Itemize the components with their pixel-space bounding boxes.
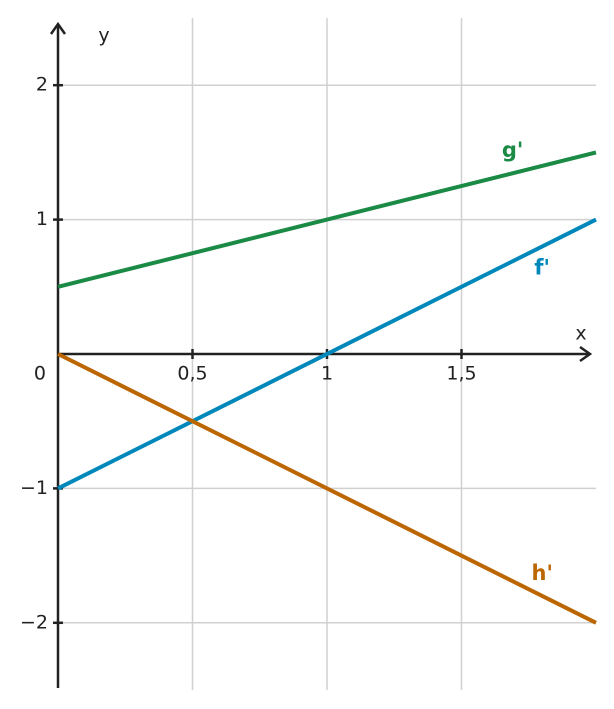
x-tick-label: 0,5 xyxy=(177,363,207,385)
y-tick-label: 2 xyxy=(36,74,48,96)
line-series xyxy=(57,352,597,625)
series-label: f' xyxy=(534,255,550,279)
y-tick-label: −2 xyxy=(20,611,48,633)
x-tick-label: 1,5 xyxy=(446,363,476,385)
x-tick-label: 1 xyxy=(321,363,333,385)
line-series xyxy=(57,217,597,491)
x-axis-label: x xyxy=(575,323,586,345)
y-axis-label: y xyxy=(98,25,109,47)
series-label: g' xyxy=(502,138,523,162)
y-tick-label: 0 xyxy=(34,363,46,385)
series-label: h' xyxy=(532,561,553,585)
y-tick-label: −1 xyxy=(20,477,48,499)
y-tick-label: 1 xyxy=(36,208,48,230)
y-axis-arrow xyxy=(49,21,67,35)
line-series xyxy=(57,150,597,289)
x-axis-arrow xyxy=(579,345,593,363)
